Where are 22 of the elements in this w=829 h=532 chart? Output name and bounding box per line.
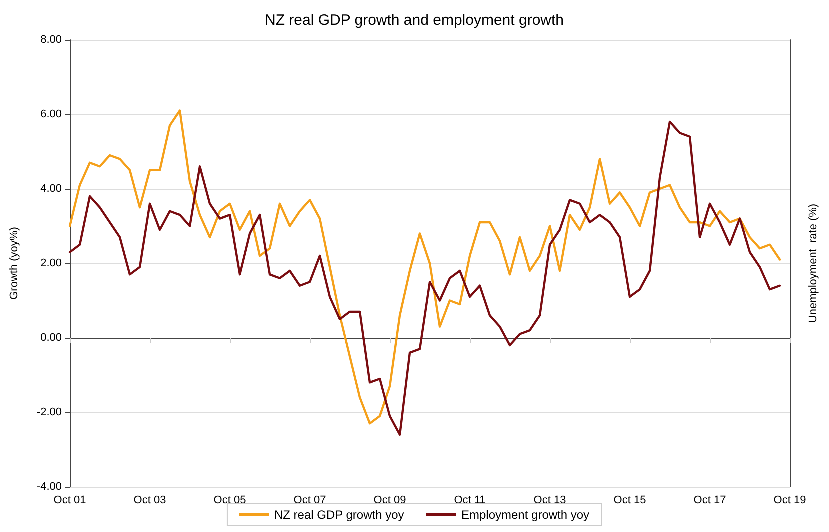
x-tick-label: Oct 19 xyxy=(774,494,806,506)
y-tick-label: 2.00 xyxy=(40,258,62,270)
chart-title: NZ real GDP growth and employment growth xyxy=(264,12,564,29)
y-tick-label: 8.00 xyxy=(40,34,62,46)
x-tick-label: Oct 11 xyxy=(454,494,486,506)
legend-label: Employment growth yoy xyxy=(461,508,590,522)
y-tick-label: 0.00 xyxy=(40,332,62,344)
x-tick-label: Oct 07 xyxy=(294,494,326,506)
y-axis-title: Growth (yoy%) xyxy=(8,227,20,300)
y-tick-label: 4.00 xyxy=(40,183,62,195)
y-tick-label: 6.00 xyxy=(40,108,62,120)
x-tick-label: Oct 17 xyxy=(694,494,726,506)
y2-axis-title: Unemployment rate (%) xyxy=(808,204,820,324)
x-tick-label: Oct 01 xyxy=(54,494,86,506)
legend-label: NZ real GDP growth yoy xyxy=(274,508,404,522)
y-tick-label: -2.00 xyxy=(36,406,62,418)
y-tick-label: -4.00 xyxy=(36,481,62,493)
x-tick-label: Oct 15 xyxy=(614,494,646,506)
x-tick-label: Oct 03 xyxy=(134,494,166,506)
x-tick-label: Oct 13 xyxy=(534,494,566,506)
x-tick-label: Oct 09 xyxy=(374,494,406,506)
x-tick-label: Oct 05 xyxy=(214,494,246,506)
